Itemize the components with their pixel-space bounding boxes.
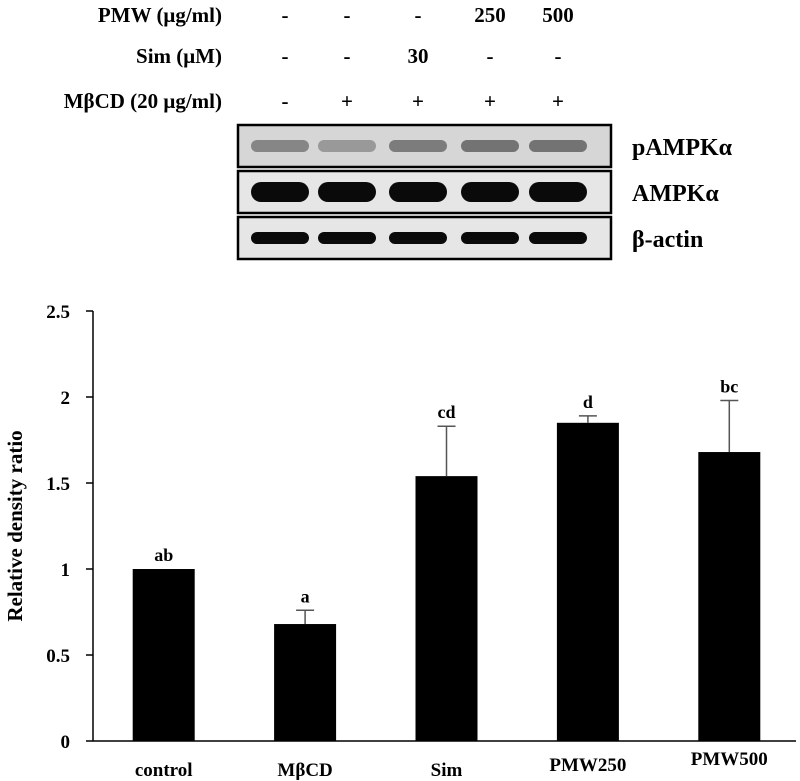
treatment-value: - xyxy=(415,3,422,27)
y-tick-label: 0 xyxy=(61,732,71,753)
y-tick-label: 0.5 xyxy=(46,646,70,667)
y-tick-label: 1 xyxy=(61,560,71,581)
y-axis-label: Relative density ratio xyxy=(3,430,27,621)
blot-panel: AMPKα xyxy=(236,169,719,215)
treatment-table: PMW (μg/ml) - - - 250 500 Sim (μM) - - 30 - - MβCD (… xyxy=(64,3,574,113)
x-tick-label: MβCD xyxy=(277,760,332,781)
blot-band xyxy=(251,182,309,202)
x-tick-label: PMW250 xyxy=(549,755,626,776)
blot-label: AMPKα xyxy=(632,181,719,207)
x-tick-label: PMW500 xyxy=(691,749,768,770)
treatment-value: - xyxy=(555,44,562,68)
treatment-value: - xyxy=(344,3,351,27)
blot-band xyxy=(318,182,376,202)
treatment-value: + xyxy=(341,89,353,113)
treatment-value: - xyxy=(282,89,289,113)
bar-chart: 0 0.5 1 1.5 2 2.5 Relative density ratio ab cont… xyxy=(3,302,796,781)
blot-band xyxy=(461,232,519,244)
y-tick-label: 2 xyxy=(61,388,71,409)
treatment-value: 250 xyxy=(474,3,506,27)
blot-label: pAMPKα xyxy=(632,135,733,161)
significance-label: cd xyxy=(438,402,456,422)
western-blot: pAMPKα AMPKα β-actin xyxy=(236,123,733,261)
blot-panel: β-actin xyxy=(236,215,703,261)
blot-band xyxy=(318,140,376,152)
blot-band xyxy=(529,140,587,152)
y-tick-label: 2.5 xyxy=(46,302,70,323)
x-tick-label: control xyxy=(135,760,193,781)
y-tick-label: 1.5 xyxy=(46,474,70,495)
treatment-value: - xyxy=(282,3,289,27)
treatment-value: + xyxy=(484,89,496,113)
treatment-label: Sim (μM) xyxy=(136,44,222,68)
significance-label: ab xyxy=(154,545,173,565)
blot-band xyxy=(251,140,309,152)
treatment-value: - xyxy=(344,44,351,68)
blot-band xyxy=(389,140,447,152)
bar xyxy=(132,569,195,741)
significance-label: a xyxy=(301,586,310,606)
blot-band xyxy=(461,182,519,202)
blot-band xyxy=(461,140,519,152)
blot-label: β-actin xyxy=(632,227,703,253)
treatment-value: - xyxy=(282,44,289,68)
bar xyxy=(556,422,619,741)
treatment-label: PMW (μg/ml) xyxy=(98,3,222,27)
bar xyxy=(415,476,478,741)
blot-band xyxy=(529,232,587,244)
treatment-value: 500 xyxy=(542,3,574,27)
blot-band xyxy=(318,232,376,244)
blot-panel: pAMPKα xyxy=(236,123,733,169)
treatment-value: + xyxy=(552,89,564,113)
treatment-value: - xyxy=(487,44,494,68)
bar xyxy=(274,624,337,741)
treatment-label: MβCD (20 μg/ml) xyxy=(64,89,222,113)
blot-band xyxy=(389,182,447,202)
significance-label: d xyxy=(583,392,593,412)
blot-band xyxy=(389,232,447,244)
significance-label: bc xyxy=(720,376,738,396)
treatment-value: 30 xyxy=(408,44,429,68)
blot-band xyxy=(529,182,587,202)
treatment-value: + xyxy=(412,89,424,113)
x-tick-label: Sim xyxy=(431,760,463,781)
bar xyxy=(698,452,761,741)
blot-band xyxy=(251,232,309,244)
